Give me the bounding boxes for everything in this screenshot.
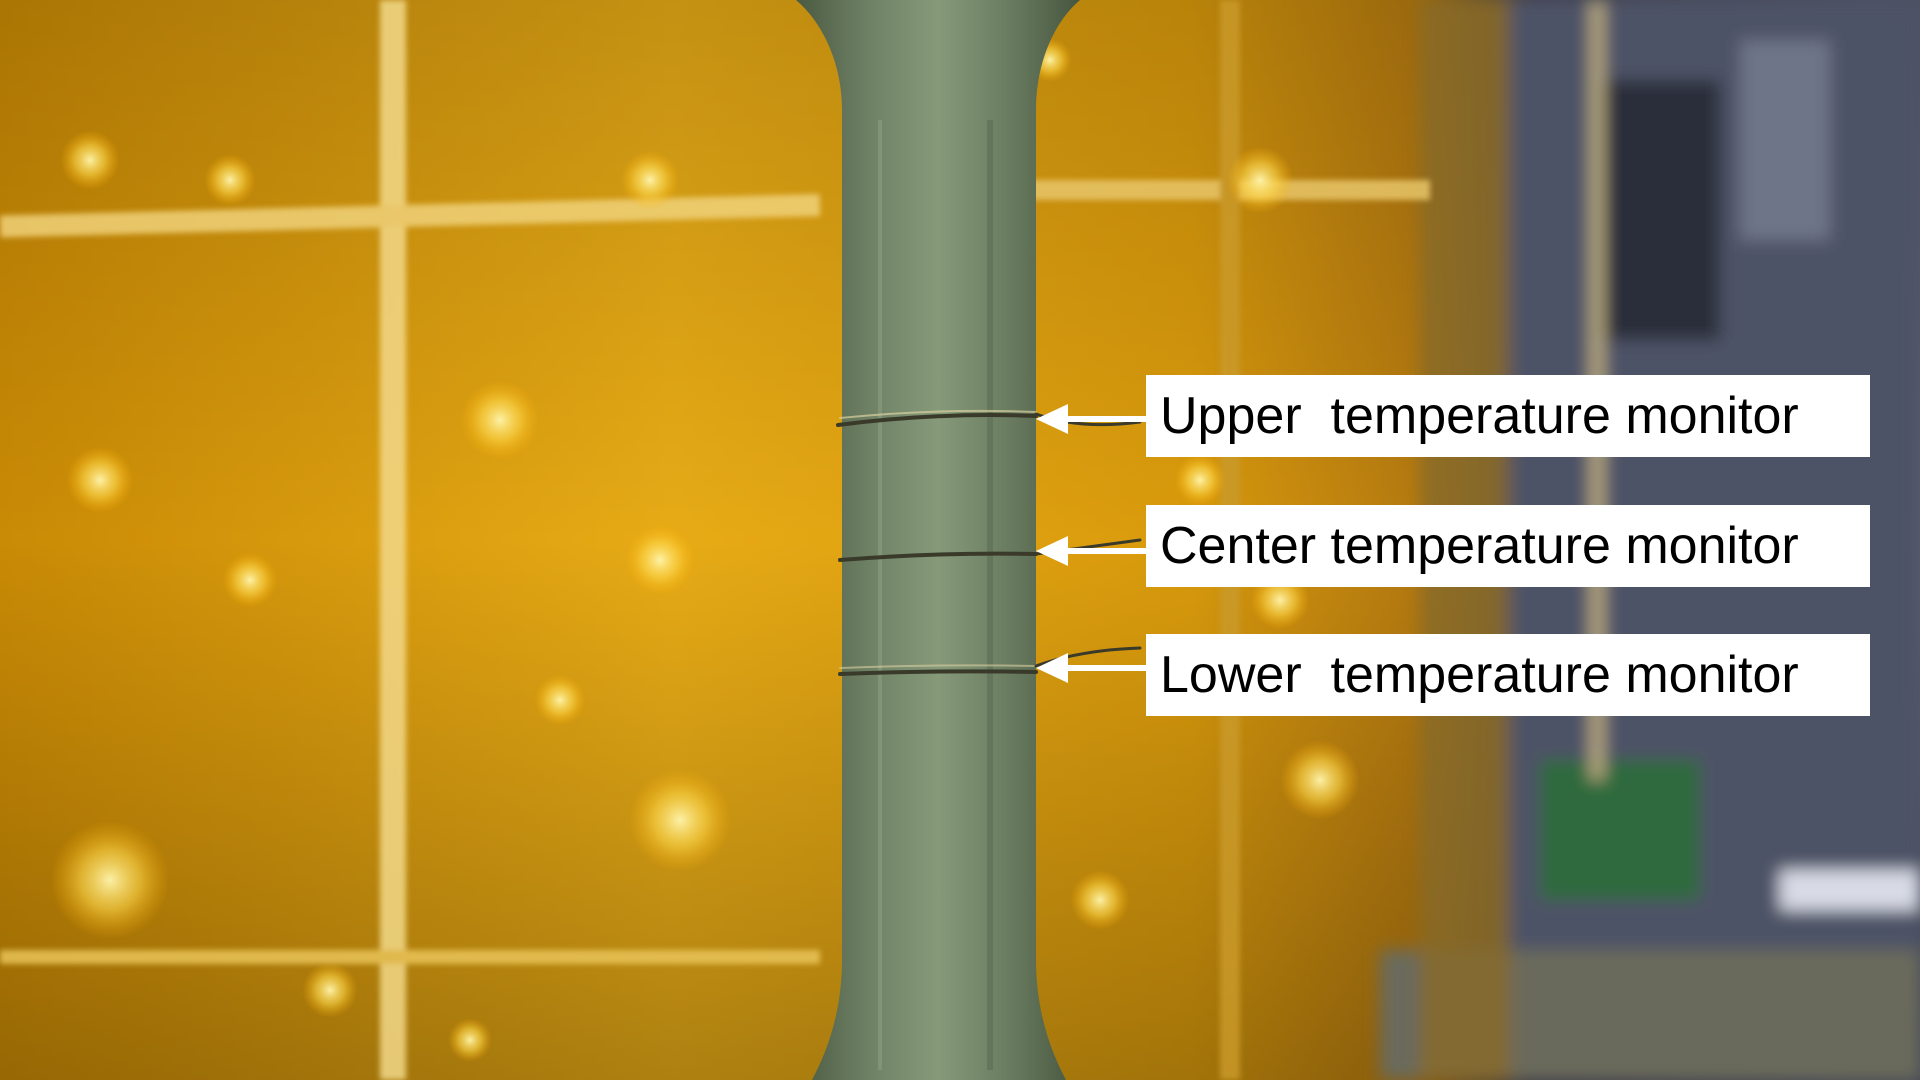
lower-temperature-monitor-label: Lower temperature monitor xyxy=(1146,634,1870,716)
chamber-frame xyxy=(0,0,1430,1080)
thermocouple-wires xyxy=(836,409,1142,676)
background-light-spots xyxy=(50,38,1360,1062)
specimen-rod xyxy=(796,0,1080,1080)
center-temperature-monitor-label: Center temperature monitor xyxy=(1146,505,1870,587)
annotation-arrows xyxy=(1036,404,1146,683)
upper-temperature-monitor-label: Upper temperature monitor xyxy=(1146,375,1870,457)
